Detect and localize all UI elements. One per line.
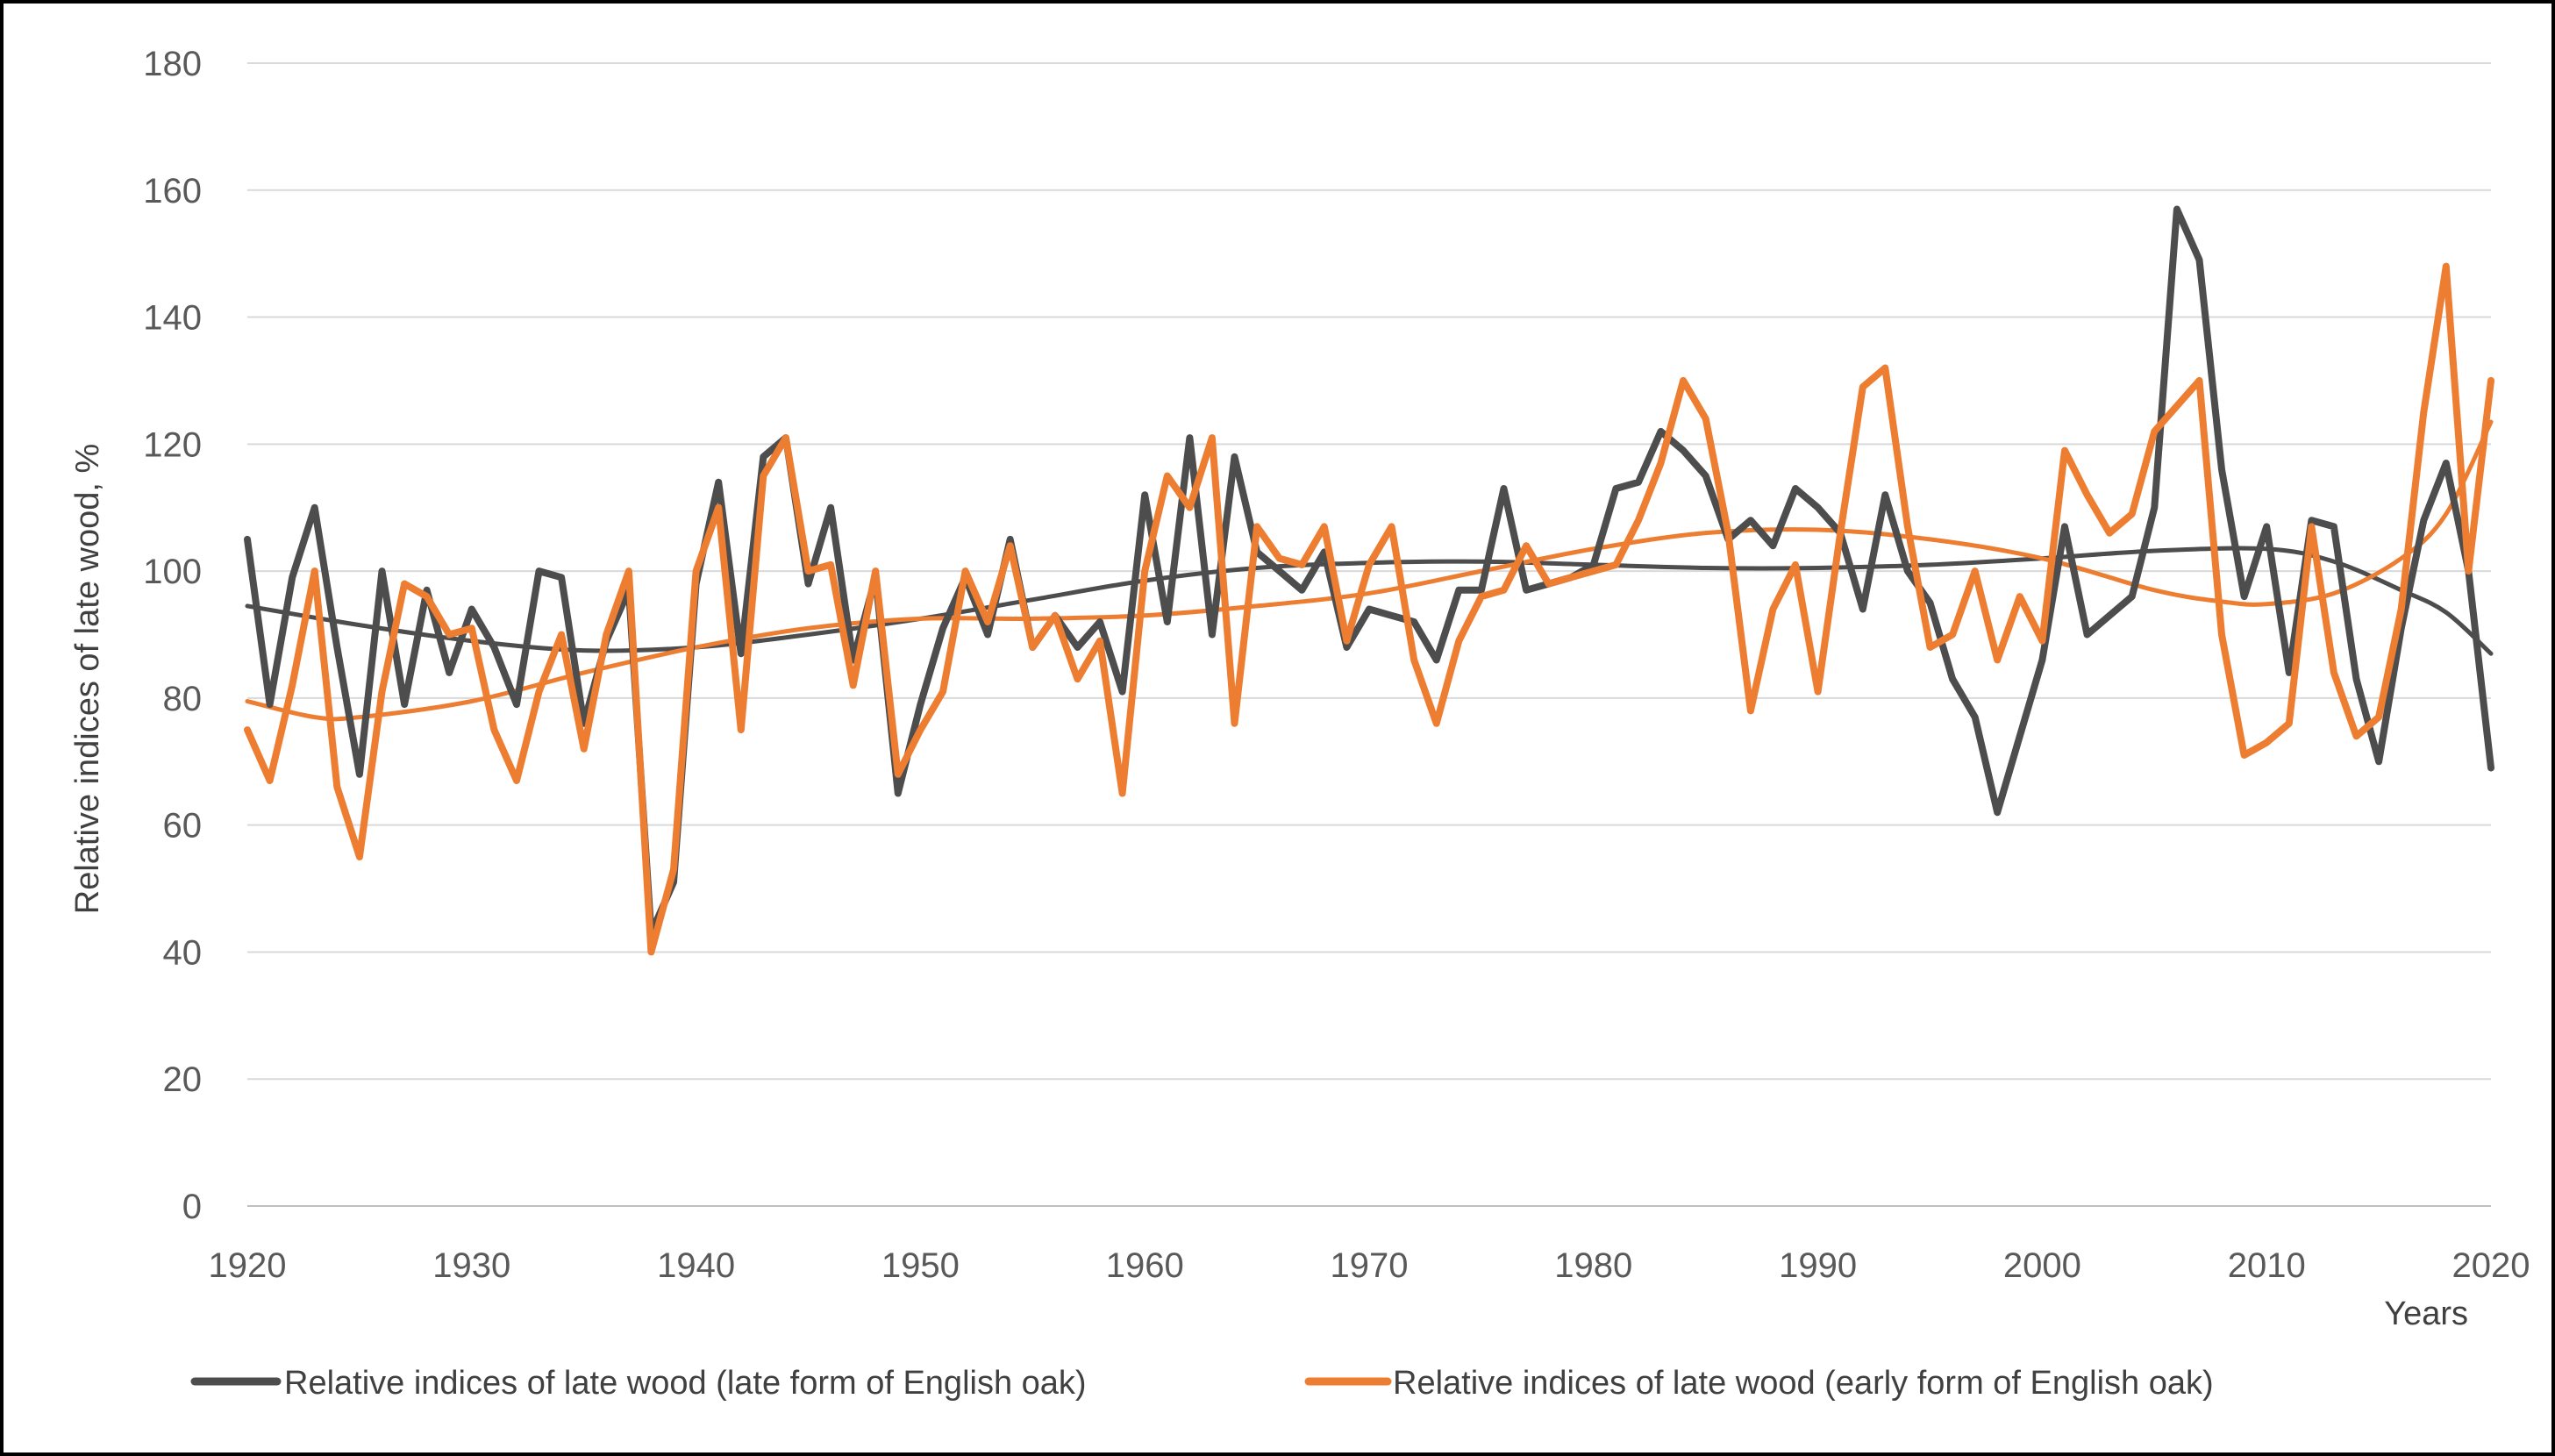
y-tick-label: 120 — [143, 425, 202, 464]
y-tick-label: 80 — [163, 680, 203, 718]
trendlines — [245, 419, 2494, 722]
y-tick-label: 160 — [143, 172, 202, 211]
x-tick-label: 1950 — [881, 1246, 960, 1285]
x-tick-label: 1930 — [432, 1246, 510, 1285]
x-tick-labels: 1920 1930 1940 1950 1960 1970 1980 1990 2000 2010… — [209, 1246, 2530, 1285]
y-tick-labels: 0 20 40 60 80 100 120 140 160 180 — [143, 45, 202, 1226]
y-tick-label: 100 — [143, 553, 202, 591]
trend-early-form — [245, 419, 2494, 722]
x-tick-label: 1980 — [1554, 1246, 1632, 1285]
y-tick-label: 40 — [163, 933, 203, 972]
y-axis-title: Relative indices of late wood, % — [69, 444, 106, 915]
x-tick-label: 1920 — [209, 1246, 287, 1285]
trend-late-form — [245, 546, 2494, 656]
y-tick-label: 180 — [143, 45, 202, 83]
x-tick-label: 1990 — [1779, 1246, 1857, 1285]
legend-label-early-form: Relative indices of late wood (early for… — [1393, 1365, 2214, 1402]
y-tick-label: 140 — [143, 299, 202, 338]
x-tick-label: 2020 — [2452, 1246, 2530, 1285]
legend: Relative indices of late wood (late form… — [190, 1365, 2214, 1402]
x-tick-label: 2010 — [2228, 1246, 2306, 1285]
x-axis-title: Years — [2384, 1295, 2468, 1332]
x-tick-label: 1970 — [1331, 1246, 1409, 1285]
line-chart: 0 20 40 60 80 100 120 140 160 180 1920 1930 1940 195… — [69, 45, 2530, 1402]
x-tick-label: 1960 — [1106, 1246, 1184, 1285]
series-early-form — [244, 262, 2494, 956]
x-tick-label: 2000 — [2003, 1246, 2081, 1285]
y-tick-label: 0 — [182, 1188, 202, 1226]
x-tick-label: 1940 — [657, 1246, 735, 1285]
legend-label-late-form: Relative indices of late wood (late form… — [284, 1365, 1087, 1402]
y-tick-label: 20 — [163, 1060, 203, 1099]
y-tick-label: 60 — [163, 807, 203, 846]
series-late-form — [244, 205, 2494, 937]
data-series — [244, 205, 2494, 956]
